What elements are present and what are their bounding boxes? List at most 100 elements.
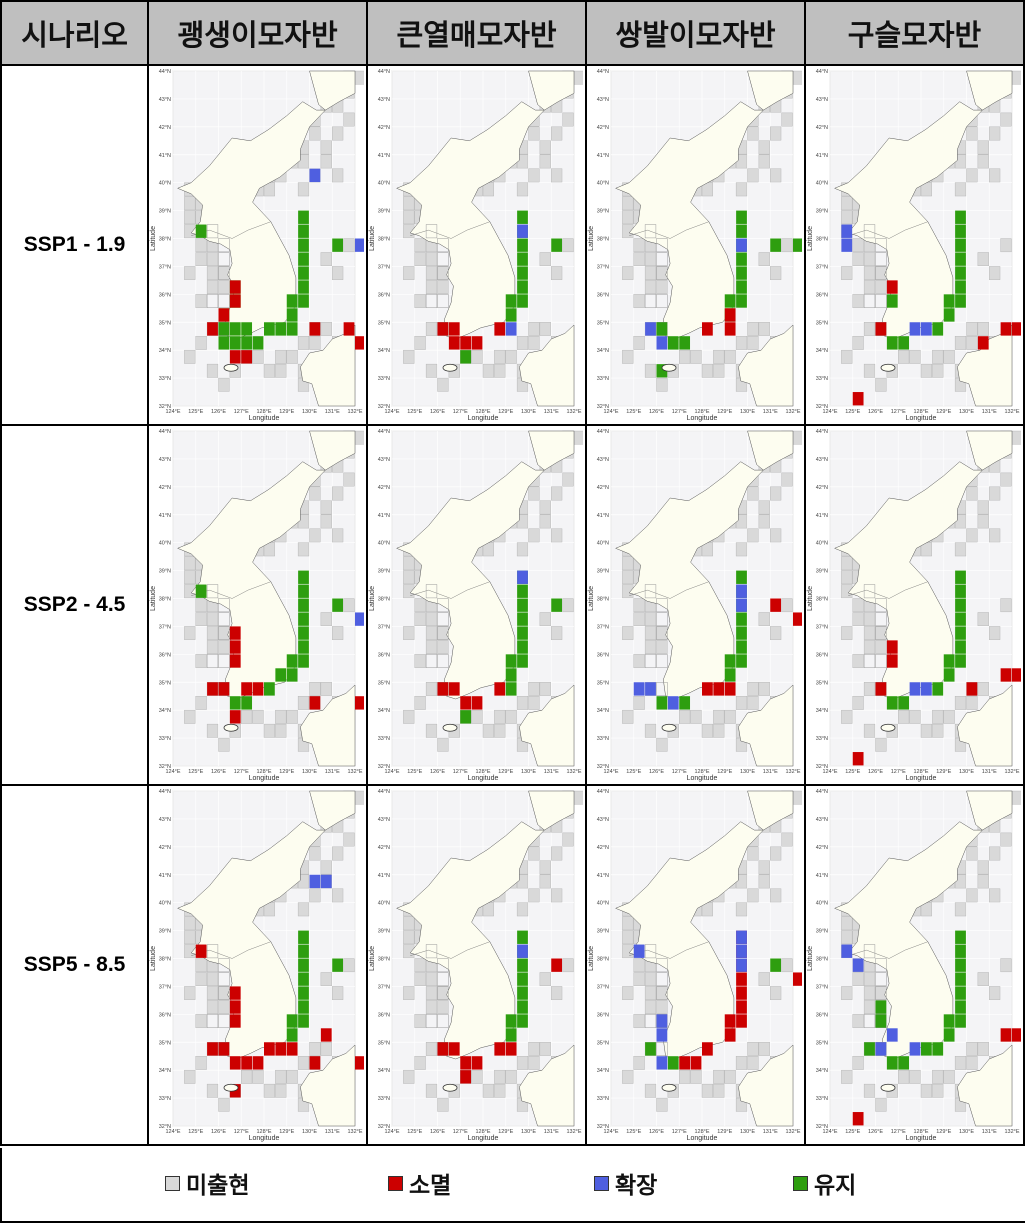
absent-cell	[758, 154, 770, 169]
absent-cell	[875, 252, 887, 267]
lat-tick-label: 33°N	[597, 1096, 609, 1102]
land-jeju	[880, 363, 896, 372]
absent-cell	[195, 294, 207, 308]
maintain-cell	[955, 570, 966, 584]
absent-cell	[184, 626, 196, 640]
absent-cell	[184, 916, 196, 931]
lat-tick-label: 42°N	[597, 125, 609, 131]
lat-tick-label: 40°N	[597, 901, 609, 907]
lat-tick-label: 43°N	[597, 457, 609, 463]
absent-cell	[309, 336, 321, 350]
lon-tick-label: 125°E	[188, 1129, 203, 1135]
absent-cell	[218, 238, 230, 253]
lon-tick-label: 131°E	[544, 1129, 559, 1135]
scenario-row-ssp5: SSP5 - 8.5 44°N 43°N 42°N 41°N 40°N 39°N 38°N 3…	[0, 784, 1025, 1146]
extinct-cell	[736, 986, 747, 1000]
absent-cell	[539, 612, 551, 627]
absent-cell	[320, 1042, 333, 1056]
absent-cell	[562, 598, 574, 613]
absent-cell	[863, 640, 876, 654]
absent-cell	[656, 598, 668, 613]
absent-cell	[252, 349, 264, 364]
absent-cell	[841, 930, 853, 945]
absent-cell	[207, 294, 219, 308]
lon-tick-label: 125°E	[188, 409, 203, 415]
lat-tick-label: 34°N	[816, 708, 828, 714]
lon-tick-label: 125°E	[845, 1129, 860, 1135]
lat-tick-label: 37°N	[816, 624, 828, 630]
lat-tick-label: 32°N	[597, 404, 609, 410]
lat-tick-label: 34°N	[597, 708, 609, 714]
extinct-cell	[230, 710, 241, 724]
lat-tick-label: 32°N	[816, 764, 828, 770]
distribution-map: 44°N 43°N 42°N 41°N 40°N 39°N 38°N 37°N 36°N 35°N…	[369, 69, 584, 422]
absent-cell	[932, 363, 944, 378]
lon-tick-label: 128°E	[476, 1129, 491, 1135]
legend-swatch-expand	[594, 1175, 609, 1191]
legend-label-maintain: 유지	[814, 1173, 857, 1199]
absent-cell	[989, 846, 1001, 861]
lat-tick-label: 37°N	[816, 264, 828, 270]
absent-cell	[195, 336, 207, 350]
lon-tick-label: 127°E	[453, 1129, 468, 1135]
absent-cell	[977, 500, 989, 515]
extinct-cell	[1000, 322, 1012, 336]
absent-cell	[966, 1056, 978, 1070]
absent-cell	[414, 696, 426, 710]
absent-cell	[403, 986, 415, 1000]
absent-cell	[966, 888, 978, 903]
lat-tick-label: 37°N	[159, 624, 171, 630]
border-line	[848, 941, 928, 959]
absent-cell	[207, 986, 219, 1000]
maintain-cell	[736, 640, 747, 654]
expand-cell	[645, 682, 656, 696]
absent-cell	[841, 626, 853, 640]
absent-cell	[863, 224, 876, 239]
absent-cell	[644, 640, 657, 654]
absent-cell	[528, 528, 540, 543]
absent-cell	[425, 1014, 438, 1028]
absent-cell	[852, 336, 864, 350]
maintain-cell	[517, 1000, 529, 1014]
lon-tick-label: 130°E	[959, 1129, 974, 1135]
absent-cell	[494, 363, 506, 378]
maintain-cell	[230, 696, 241, 710]
lon-tick-label: 128°E	[913, 409, 928, 415]
maintain-cell	[955, 944, 966, 958]
y-axis-label: Latitude	[369, 946, 376, 971]
absent-cell	[875, 612, 887, 627]
absent-cell	[875, 266, 887, 280]
absent-cell	[644, 1014, 657, 1028]
extinct-cell	[230, 280, 241, 294]
x-axis-label: Longitude	[906, 1135, 937, 1142]
map-cell: 44°N 43°N 42°N 41°N 40°N 39°N 38°N 37°N 36°N 35°N…	[147, 424, 369, 786]
maintain-cell	[517, 612, 529, 626]
lon-tick-label: 126°E	[211, 769, 226, 775]
absent-cell	[644, 986, 657, 1000]
absent-cell	[875, 266, 887, 281]
absent-cell	[644, 944, 657, 959]
lat-tick-label: 35°N	[378, 680, 390, 686]
absent-cell	[207, 266, 219, 280]
x-axis-label: Longitude	[468, 775, 499, 782]
absent-cell	[343, 598, 355, 613]
absent-cell	[298, 696, 310, 710]
absent-cell	[989, 126, 1001, 141]
absent-cell	[275, 1069, 287, 1084]
absent-cell	[954, 696, 967, 710]
distribution-map: 44°N 43°N 42°N 41°N 40°N 39°N 38°N 37°N 36°N 35°N…	[807, 429, 1022, 782]
absent-cell	[184, 196, 196, 211]
absent-cell	[875, 377, 887, 392]
distribution-map: 44°N 43°N 42°N 41°N 40°N 39°N 38°N 37°N 36°N 35°N…	[588, 789, 803, 1142]
land-jeju	[880, 1083, 896, 1092]
lat-tick-label: 36°N	[159, 292, 171, 298]
maintain-cell	[875, 1000, 887, 1014]
extinct-cell	[437, 322, 449, 336]
absent-cell	[207, 640, 219, 654]
absent-cell	[633, 972, 645, 987]
absent-cell	[437, 626, 449, 640]
expand-cell	[667, 696, 679, 710]
maintain-cell	[955, 930, 966, 944]
absent-cell	[275, 1083, 287, 1098]
expand-cell	[309, 874, 321, 889]
